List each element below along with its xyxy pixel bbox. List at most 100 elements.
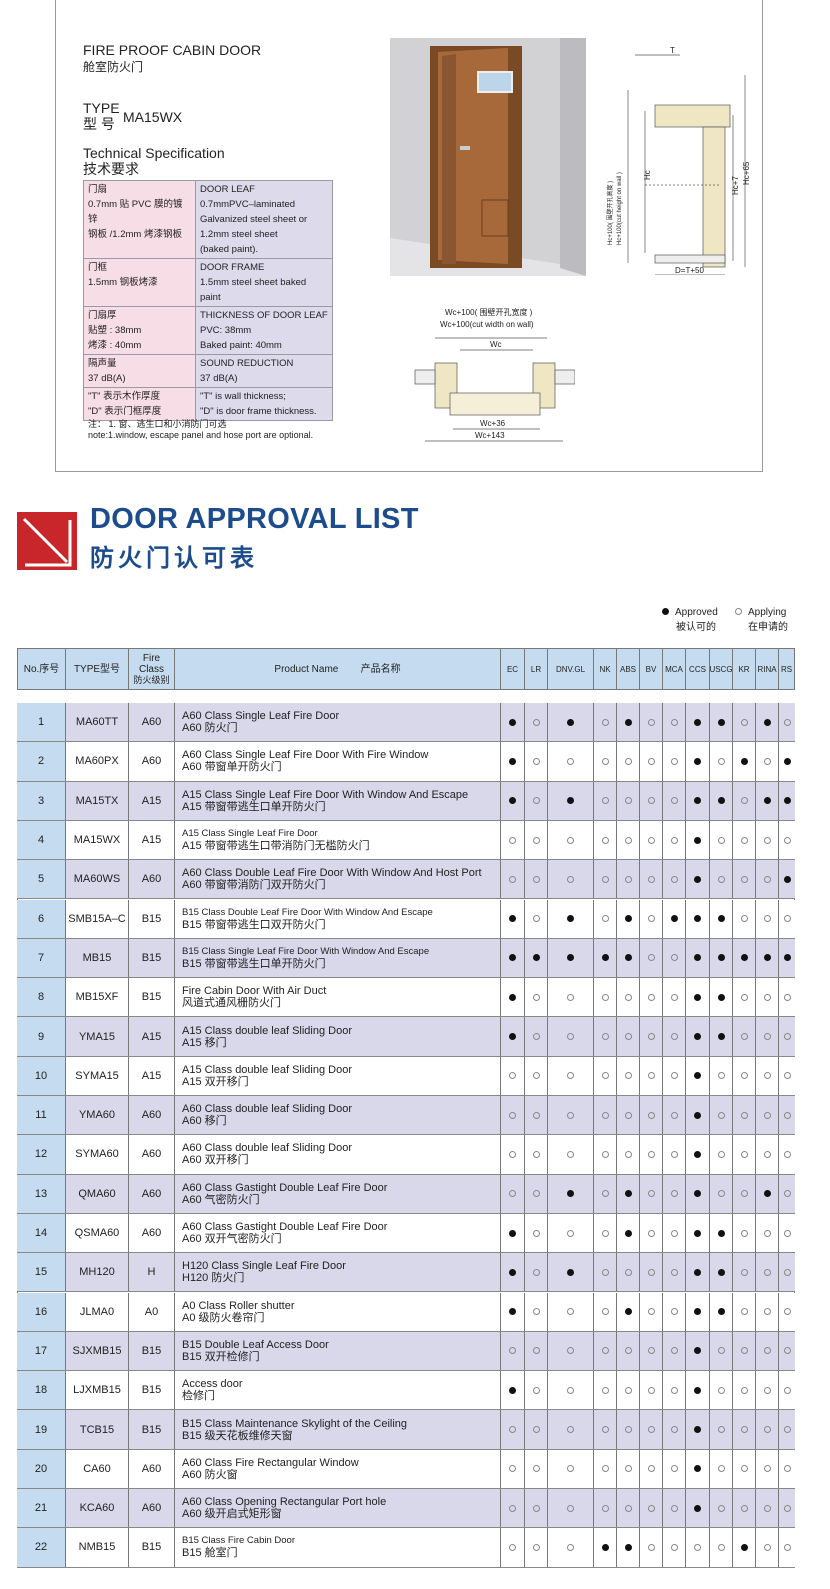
approval-cell-uscg: [709, 703, 732, 742]
tech-cn: 技术要求: [83, 161, 139, 177]
applying-dot-icon: [647, 1111, 655, 1119]
approved-dot-icon: [717, 993, 725, 1001]
row-product-name: Fire Cabin Door With Air Duct 风道式通风栅防火门: [174, 978, 500, 1017]
row-type: MA60WS: [65, 860, 128, 899]
approval-cell-uscg: [709, 1096, 732, 1135]
applying-dot-icon: [670, 1426, 678, 1434]
approval-cell-ec: [500, 978, 524, 1017]
approval-cell-abs: [616, 703, 639, 742]
approval-cell-lr: [524, 1489, 547, 1528]
row-fire-class: A60: [128, 742, 174, 781]
header-society: EC: [506, 664, 519, 674]
approved-dot-icon: [624, 915, 632, 923]
product-name-en: Fire Cabin Door With Air Duct: [182, 985, 327, 998]
approval-cell-lr: [524, 1410, 547, 1449]
dim-t: T: [670, 46, 675, 55]
approval-cell-rs: [778, 742, 795, 781]
approved-dot-icon: [509, 993, 516, 1001]
approved-dot-icon: [763, 797, 771, 805]
approved-dot-icon: [601, 1543, 609, 1551]
applying-dot-icon: [740, 1504, 748, 1512]
applying-dot-icon: [740, 1347, 748, 1355]
approval-cell-kr: [732, 1292, 755, 1331]
product-name-cn: A60 带窗单开防火门: [182, 761, 282, 774]
row-fire-class: A60: [128, 1174, 174, 1213]
product-name-cn: A15 带窗带逃生口单开防火门: [182, 800, 326, 813]
applying-dot-icon: [670, 797, 678, 805]
row-type: LJXMB15: [65, 1371, 128, 1410]
approval-cell-abs: [616, 1331, 639, 1371]
row-type: MB15: [65, 938, 128, 978]
approval-cell-ccs: [685, 1096, 709, 1135]
applying-dot-icon: [509, 1072, 516, 1080]
table-row: 5 MA60WS A60 A60 Class Double Leaf Fire Doo…: [17, 860, 795, 900]
applying-dot-icon: [532, 1150, 540, 1158]
applying-dot-icon: [567, 1150, 574, 1158]
approval-cell-ec: [500, 860, 524, 899]
spec-title: FIRE PROOF CABIN DOOR 舱室防火门: [83, 42, 261, 76]
row-product-name: A60 Class Opening Rectangular Port hole A…: [174, 1489, 500, 1528]
row-product-name: B15 Double Leaf Access Door B15 双开检修门: [174, 1331, 500, 1371]
approval-cell-uscg: [709, 978, 732, 1017]
applying-dot-icon: [717, 757, 725, 765]
applying-dot-icon: [763, 915, 771, 923]
header-society-rs: RS: [778, 648, 795, 690]
approval-cell-nk: [593, 1213, 616, 1253]
applying-dot-icon: [717, 1386, 725, 1394]
applying-dot-icon: [601, 875, 609, 883]
applying-dot-icon: [740, 1150, 748, 1158]
applying-dot-icon: [763, 1111, 771, 1119]
approval-cell-lr: [524, 1292, 547, 1331]
dim-wc: Wc: [490, 340, 502, 349]
product-name-cn: A0 级防火卷帘门: [182, 1311, 265, 1324]
row-fire-class: B15: [128, 1331, 174, 1371]
spec-table: 门扇 0.7mm 贴 PVC 膜的镀锌 钢板 /1.2mm 烤漆钢板 DOOR LEA…: [83, 180, 333, 421]
approval-cell-abs: [616, 820, 639, 860]
approval-cell-abs: [616, 1213, 639, 1253]
applying-dot-icon: [624, 1268, 632, 1276]
approval-cell-rina: [755, 742, 778, 781]
approval-cell-dnvgl: [547, 1449, 593, 1488]
row-product-name: A15 Class Single Leaf Fire Door A15 带窗带逃生…: [174, 820, 500, 860]
approval-cell-ccs: [685, 1017, 709, 1056]
row-fire-class: B15: [128, 978, 174, 1017]
approval-cell-dnvgl: [547, 1253, 593, 1292]
row-number: 14: [17, 1213, 65, 1253]
applying-dot-icon: [670, 836, 678, 844]
applying-dot-icon: [740, 1190, 748, 1198]
spec-row: 门扇 0.7mm 贴 PVC 膜的镀锌 钢板 /1.2mm 烤漆钢板 DOOR LEA…: [83, 180, 333, 259]
applying-dot-icon: [601, 993, 609, 1001]
row-fire-class: A15: [128, 820, 174, 860]
approval-cell-rs: [778, 1292, 795, 1331]
row-type: QMA60: [65, 1174, 128, 1213]
applying-dot-icon: [783, 993, 791, 1001]
row-number: 5: [17, 860, 65, 899]
approval-cell-dnvgl: [547, 1213, 593, 1253]
header-society-rina: RINA: [755, 648, 778, 690]
plan-drawing: Wc+100( 围壁开孔宽度 ) Wc+100(cut width on wal…: [414, 307, 575, 442]
applying-dot-icon: [532, 1386, 540, 1394]
applying-dot-icon: [647, 1504, 655, 1512]
applying-dot-icon: [532, 836, 540, 844]
approval-cell-abs: [616, 1528, 639, 1567]
approval-cell-uscg: [709, 1056, 732, 1095]
header-society: KR: [738, 664, 750, 674]
approved-dot-icon: [694, 915, 701, 923]
approval-cell-lr: [524, 820, 547, 860]
approval-cell-dnvgl: [547, 820, 593, 860]
row-type: JLMA0: [65, 1292, 128, 1331]
approved-dot-icon: [509, 954, 516, 962]
approval-cell-dnvgl: [547, 1489, 593, 1528]
approval-cell-mca: [662, 1174, 685, 1213]
header-society: BV: [645, 664, 657, 674]
row-type: NMB15: [65, 1528, 128, 1567]
approved-dot-icon: [783, 797, 791, 805]
product-name-en: A60 Class Opening Rectangular Port hole: [182, 1496, 387, 1509]
product-name-cn: A15 带窗带逃生口带消防门无槛防火门: [182, 840, 370, 853]
product-name-en: A60 Class Single Leaf Fire Door With Fir…: [182, 749, 429, 762]
row-number: 7: [17, 938, 65, 978]
product-name-cn: A60 气密防火门: [182, 1193, 260, 1206]
approval-cell-ec: [500, 1253, 524, 1292]
approved-dot-icon: [783, 954, 791, 962]
applying-dot-icon: [567, 836, 574, 844]
